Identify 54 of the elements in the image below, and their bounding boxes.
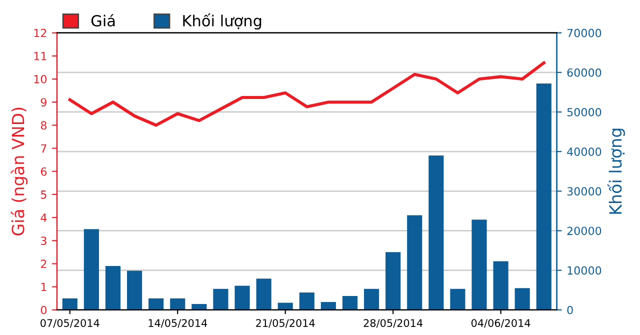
- bar: [450, 288, 466, 310]
- bar: [472, 220, 487, 310]
- y2-tick-label: 10000: [568, 266, 602, 275]
- bar: [407, 215, 422, 310]
- x-tick-label: 21/05/2014: [256, 319, 315, 328]
- y-tick-label: 3: [41, 236, 46, 245]
- bar: [386, 252, 401, 310]
- bar: [493, 261, 508, 310]
- bar: [364, 288, 380, 310]
- y-tick-label: 2: [40, 260, 46, 268]
- y2-tick-label: 40000: [567, 148, 602, 156]
- bar: [342, 296, 358, 310]
- y-tick-label: 9: [40, 98, 46, 106]
- y-tick-label: 1: [41, 282, 46, 292]
- y-tick-label: 7: [41, 144, 46, 152]
- x-tick-label: 28/05/2014: [364, 319, 422, 328]
- y-tick-label: 6: [40, 167, 47, 176]
- y2-tick-label: 20000: [567, 226, 602, 236]
- bar: [148, 298, 164, 310]
- bar: [428, 156, 444, 310]
- bar: [299, 292, 314, 310]
- bar: [536, 83, 552, 310]
- y-tick-label: 8: [40, 121, 46, 130]
- bar: [320, 302, 336, 310]
- legend-label: Khối lượng: [183, 13, 262, 30]
- y2-tick-label: 50000: [567, 108, 602, 116]
- bar: [126, 270, 142, 310]
- y-tick-label: 12: [34, 28, 46, 38]
- y2-tick-label: 30000: [567, 187, 602, 196]
- x-tick-label: 04/06/2014: [471, 319, 530, 328]
- y-tick-label: 4: [40, 214, 47, 222]
- bar: [192, 304, 207, 310]
- bar: [514, 288, 530, 310]
- y-tick-label: 10: [34, 74, 46, 84]
- y2-tick-label: 0: [567, 306, 573, 314]
- bar: [213, 288, 228, 310]
- y2-tick-label: 70000: [567, 28, 602, 38]
- y-axis-title: Giá (ngàn VND): [10, 108, 28, 236]
- line-series: [68, 61, 546, 127]
- bar: [234, 286, 250, 310]
- bar: [62, 298, 78, 310]
- y-tick-label: 0: [40, 306, 46, 314]
- bar: [105, 266, 121, 310]
- bar: [256, 278, 272, 310]
- x-tick-label: 07/05/2014: [40, 319, 100, 328]
- y2-axis-title: Khối lượng: [607, 128, 625, 214]
- y-tick-label: 5: [41, 190, 46, 199]
- y2-tick-label: 60000: [567, 68, 602, 77]
- x-tick-label: 14/05/2014: [148, 319, 208, 328]
- y-tick-label: 11: [34, 52, 46, 60]
- bar: [170, 298, 186, 310]
- legend-label: Giá: [91, 14, 115, 27]
- bar: [278, 302, 293, 310]
- bar: [84, 229, 99, 310]
